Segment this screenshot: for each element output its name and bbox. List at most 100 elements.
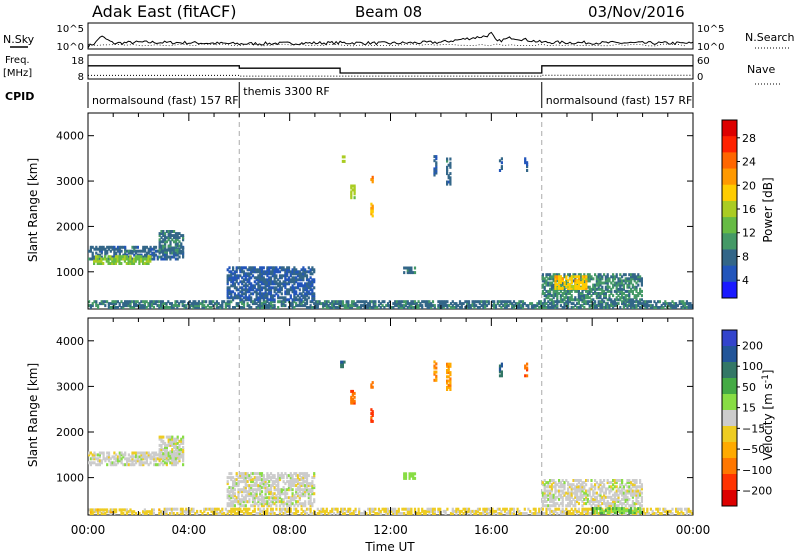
heatmap-cell xyxy=(131,245,134,249)
heatmap-cell xyxy=(368,509,372,513)
heatmap-cell xyxy=(464,509,467,513)
heatmap-cell xyxy=(98,508,101,512)
heatmap-cell xyxy=(169,512,172,515)
heatmap-cell xyxy=(176,446,179,449)
colorbar-swatch xyxy=(722,426,737,443)
heatmap-cell xyxy=(426,300,429,304)
heatmap-cell xyxy=(521,512,525,515)
heatmap-cell xyxy=(154,459,158,463)
heatmap-cell xyxy=(246,288,249,292)
heatmap-cell xyxy=(428,304,431,308)
heatmap-cell xyxy=(447,369,450,372)
heatmap-cell xyxy=(516,507,519,511)
heatmap-cell xyxy=(156,249,159,253)
heatmap-cell xyxy=(253,498,256,502)
heatmap-cell xyxy=(608,491,611,495)
heatmap-cell xyxy=(567,273,570,277)
heatmap-cell xyxy=(103,255,107,259)
heatmap-cell xyxy=(262,280,265,284)
heatmap-cell xyxy=(255,494,258,498)
heatmap-cell xyxy=(617,504,620,508)
heatmap-cell xyxy=(136,255,139,259)
heatmap-cell xyxy=(541,507,544,511)
heatmap-cell xyxy=(232,278,235,282)
heatmap-cell xyxy=(134,255,137,259)
heatmap-cell xyxy=(475,300,478,304)
heatmap-cell xyxy=(144,247,147,251)
heatmap-cell xyxy=(554,277,557,281)
heatmap-cell xyxy=(268,298,271,302)
heatmap-cell xyxy=(260,274,264,278)
heatmap-cell xyxy=(619,500,622,503)
heatmap-cell xyxy=(123,259,126,263)
heatmap-cell xyxy=(682,302,685,306)
heatmap-cell xyxy=(259,486,262,490)
heatmap-cell xyxy=(226,496,229,500)
heatmap-cell xyxy=(581,285,584,288)
heatmap-cell xyxy=(332,304,336,308)
heatmap-cell xyxy=(266,486,269,490)
heatmap-cell xyxy=(552,497,555,501)
heatmap-cell xyxy=(379,306,382,309)
heatmap-cell xyxy=(567,296,570,300)
heatmap-cell xyxy=(567,493,570,497)
heatmap-cell xyxy=(127,453,130,457)
heatmap-cell xyxy=(287,504,291,508)
heatmap-cell xyxy=(610,304,613,308)
heatmap-cell xyxy=(169,230,172,233)
heatmap-cell xyxy=(111,302,114,306)
heatmap-cell xyxy=(599,504,602,508)
heatmap-cell xyxy=(473,306,476,309)
heatmap-cell xyxy=(511,304,514,308)
heatmap-cell xyxy=(559,481,562,485)
heatmap-cell xyxy=(98,257,101,261)
heatmap-cell xyxy=(248,280,251,284)
heatmap-cell xyxy=(581,512,584,515)
heatmap-cell xyxy=(372,304,375,308)
heatmap-cell xyxy=(273,498,276,502)
heatmap-cell xyxy=(287,280,291,284)
heatmap-cell xyxy=(226,490,229,494)
heatmap-cell xyxy=(639,491,642,495)
heatmap-cell xyxy=(684,306,687,309)
heatmap-cell xyxy=(96,259,99,263)
heatmap-cell xyxy=(624,483,627,487)
heatmap-cell xyxy=(295,474,298,478)
heatmap-cell xyxy=(160,230,163,233)
heatmap-cell xyxy=(233,498,236,502)
heatmap-cell xyxy=(687,306,690,309)
heatmap-cell xyxy=(289,478,292,482)
heatmap-cell xyxy=(628,273,631,277)
heatmap-cell xyxy=(102,451,105,455)
heatmap-cell xyxy=(122,463,125,467)
heatmap-cell xyxy=(138,302,141,306)
heatmap-cell xyxy=(439,512,442,515)
heatmap-cell xyxy=(233,284,236,288)
heatmap-cell xyxy=(579,487,582,491)
heatmap-cell xyxy=(106,508,109,512)
heatmap-cell xyxy=(635,294,638,298)
heatmap-cell xyxy=(567,504,570,508)
heatmap-cell xyxy=(404,507,408,511)
heatmap-cell xyxy=(111,259,114,263)
heatmap-cell xyxy=(576,509,579,513)
heatmap-cell xyxy=(260,486,264,490)
heatmap-cell xyxy=(244,294,247,298)
heatmap-cell xyxy=(545,279,548,283)
heatmap-cell xyxy=(336,512,339,515)
heatmap-cell xyxy=(289,272,292,276)
heatmap-cell xyxy=(244,478,247,482)
heatmap-cell xyxy=(314,306,318,309)
heatmap-cell xyxy=(608,504,611,508)
heatmap-cell xyxy=(621,292,624,295)
colorbar-frame xyxy=(721,329,738,507)
heatmap-cell xyxy=(606,502,609,506)
heatmap-cell xyxy=(341,360,344,364)
heatmap-cell xyxy=(561,495,564,499)
heatmap-cell xyxy=(284,276,287,280)
heatmap-cell xyxy=(289,486,292,490)
heatmap-cell xyxy=(543,298,546,302)
heatmap-cell xyxy=(413,271,417,275)
heatmap-cell xyxy=(241,306,244,309)
heatmap-cell xyxy=(289,286,292,290)
